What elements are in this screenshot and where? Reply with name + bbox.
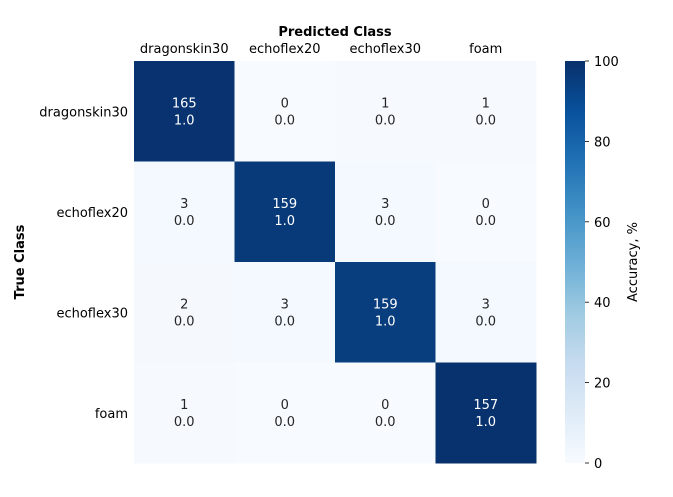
x-tick-label: foam — [469, 42, 502, 57]
cell-fraction-label: 0.0 — [274, 415, 295, 430]
cell-count-label: 165 — [172, 96, 197, 111]
heatmap-cell — [435, 61, 537, 162]
x-axis-tick-labels: dragonskin30 echoflex20 echoflex30 foam — [140, 42, 502, 57]
x-axis-title: Predicted Class — [278, 25, 392, 40]
cell-fraction-label: 1.0 — [375, 314, 396, 329]
heatmap-cell — [234, 362, 336, 464]
heatmap-cell — [134, 61, 235, 162]
colorbar-tick-label: 0 — [594, 457, 602, 472]
y-tick-label: foam — [95, 407, 128, 422]
cell-count-label: 0 — [482, 197, 490, 212]
cell-count-label: 157 — [473, 398, 498, 413]
cell-fraction-label: 0.0 — [475, 113, 496, 128]
cell-fraction-label: 0.0 — [475, 214, 496, 229]
cell-count-label: 1 — [482, 96, 490, 111]
cell-fraction-label: 0.0 — [274, 113, 295, 128]
colorbar-tick-label: 60 — [594, 216, 611, 231]
cell-count-label: 3 — [180, 197, 188, 212]
cell-count-label: 1 — [180, 398, 188, 413]
cell-count-label: 0 — [281, 398, 289, 413]
heatmap-cell — [435, 262, 537, 363]
y-tick-label: echoflex20 — [56, 206, 128, 221]
heatmap-cell — [134, 362, 235, 464]
heatmap-cell — [335, 362, 436, 464]
heatmap-cell — [435, 161, 537, 263]
cell-count-label: 159 — [373, 297, 398, 312]
cell-fraction-label: 0.0 — [174, 314, 195, 329]
cell-fraction-label: 0.0 — [375, 415, 396, 430]
heatmap-cell-labels: 165 1.0 0 0.0 1 0.0 1 0.0 3 0.0 159 1.0 3 0.0 0 0.0 2 0.0… — [172, 96, 498, 430]
heatmap-cells — [134, 61, 537, 464]
colorbar-ticks: 0 20 40 60 80 100 — [585, 55, 619, 472]
colorbar-tick-label: 40 — [594, 296, 611, 311]
x-tick-label: echoflex30 — [349, 42, 421, 57]
colorbar-tick-label: 20 — [594, 377, 611, 392]
heatmap-cell — [335, 161, 436, 263]
x-tick-label: dragonskin30 — [140, 42, 229, 57]
heatmap-cell — [435, 362, 537, 464]
cell-count-label: 159 — [272, 197, 297, 212]
cell-fraction-label: 1.0 — [274, 214, 295, 229]
cell-fraction-label: 0.0 — [375, 214, 396, 229]
y-tick-label: dragonskin30 — [39, 105, 128, 120]
cell-fraction-label: 1.0 — [475, 415, 496, 430]
cell-count-label: 3 — [381, 197, 389, 212]
heatmap-cell — [234, 161, 336, 263]
colorbar-tick-label: 80 — [594, 135, 611, 150]
heatmap-cell — [234, 61, 336, 162]
cell-count-label: 3 — [281, 297, 289, 312]
cell-count-label: 0 — [281, 96, 289, 111]
heatmap-cell — [335, 262, 436, 363]
colorbar-label: Accuracy, % — [626, 222, 641, 302]
y-axis-title: True Class — [13, 224, 28, 299]
cell-count-label: 0 — [381, 398, 389, 413]
y-tick-label: echoflex30 — [56, 306, 128, 321]
colorbar-gradient — [565, 61, 585, 463]
cell-fraction-label: 0.0 — [375, 113, 396, 128]
colorbar: 0 20 40 60 80 100 Accuracy, % — [565, 55, 641, 472]
heatmap-cell — [234, 262, 336, 363]
colorbar-tick-label: 100 — [594, 55, 619, 70]
x-tick-label: echoflex20 — [249, 42, 321, 57]
heatmap-cell — [134, 262, 235, 363]
cell-fraction-label: 0.0 — [274, 314, 295, 329]
cell-count-label: 1 — [381, 96, 389, 111]
cell-fraction-label: 1.0 — [174, 113, 195, 128]
cell-count-label: 2 — [180, 297, 188, 312]
heatmap-cell — [335, 61, 436, 162]
heatmap-cell — [134, 161, 235, 263]
cell-fraction-label: 0.0 — [174, 214, 195, 229]
cell-fraction-label: 0.0 — [475, 314, 496, 329]
cell-count-label: 3 — [482, 297, 490, 312]
y-axis-tick-labels: dragonskin30 echoflex20 echoflex30 foam — [39, 105, 128, 422]
cell-fraction-label: 0.0 — [174, 415, 195, 430]
